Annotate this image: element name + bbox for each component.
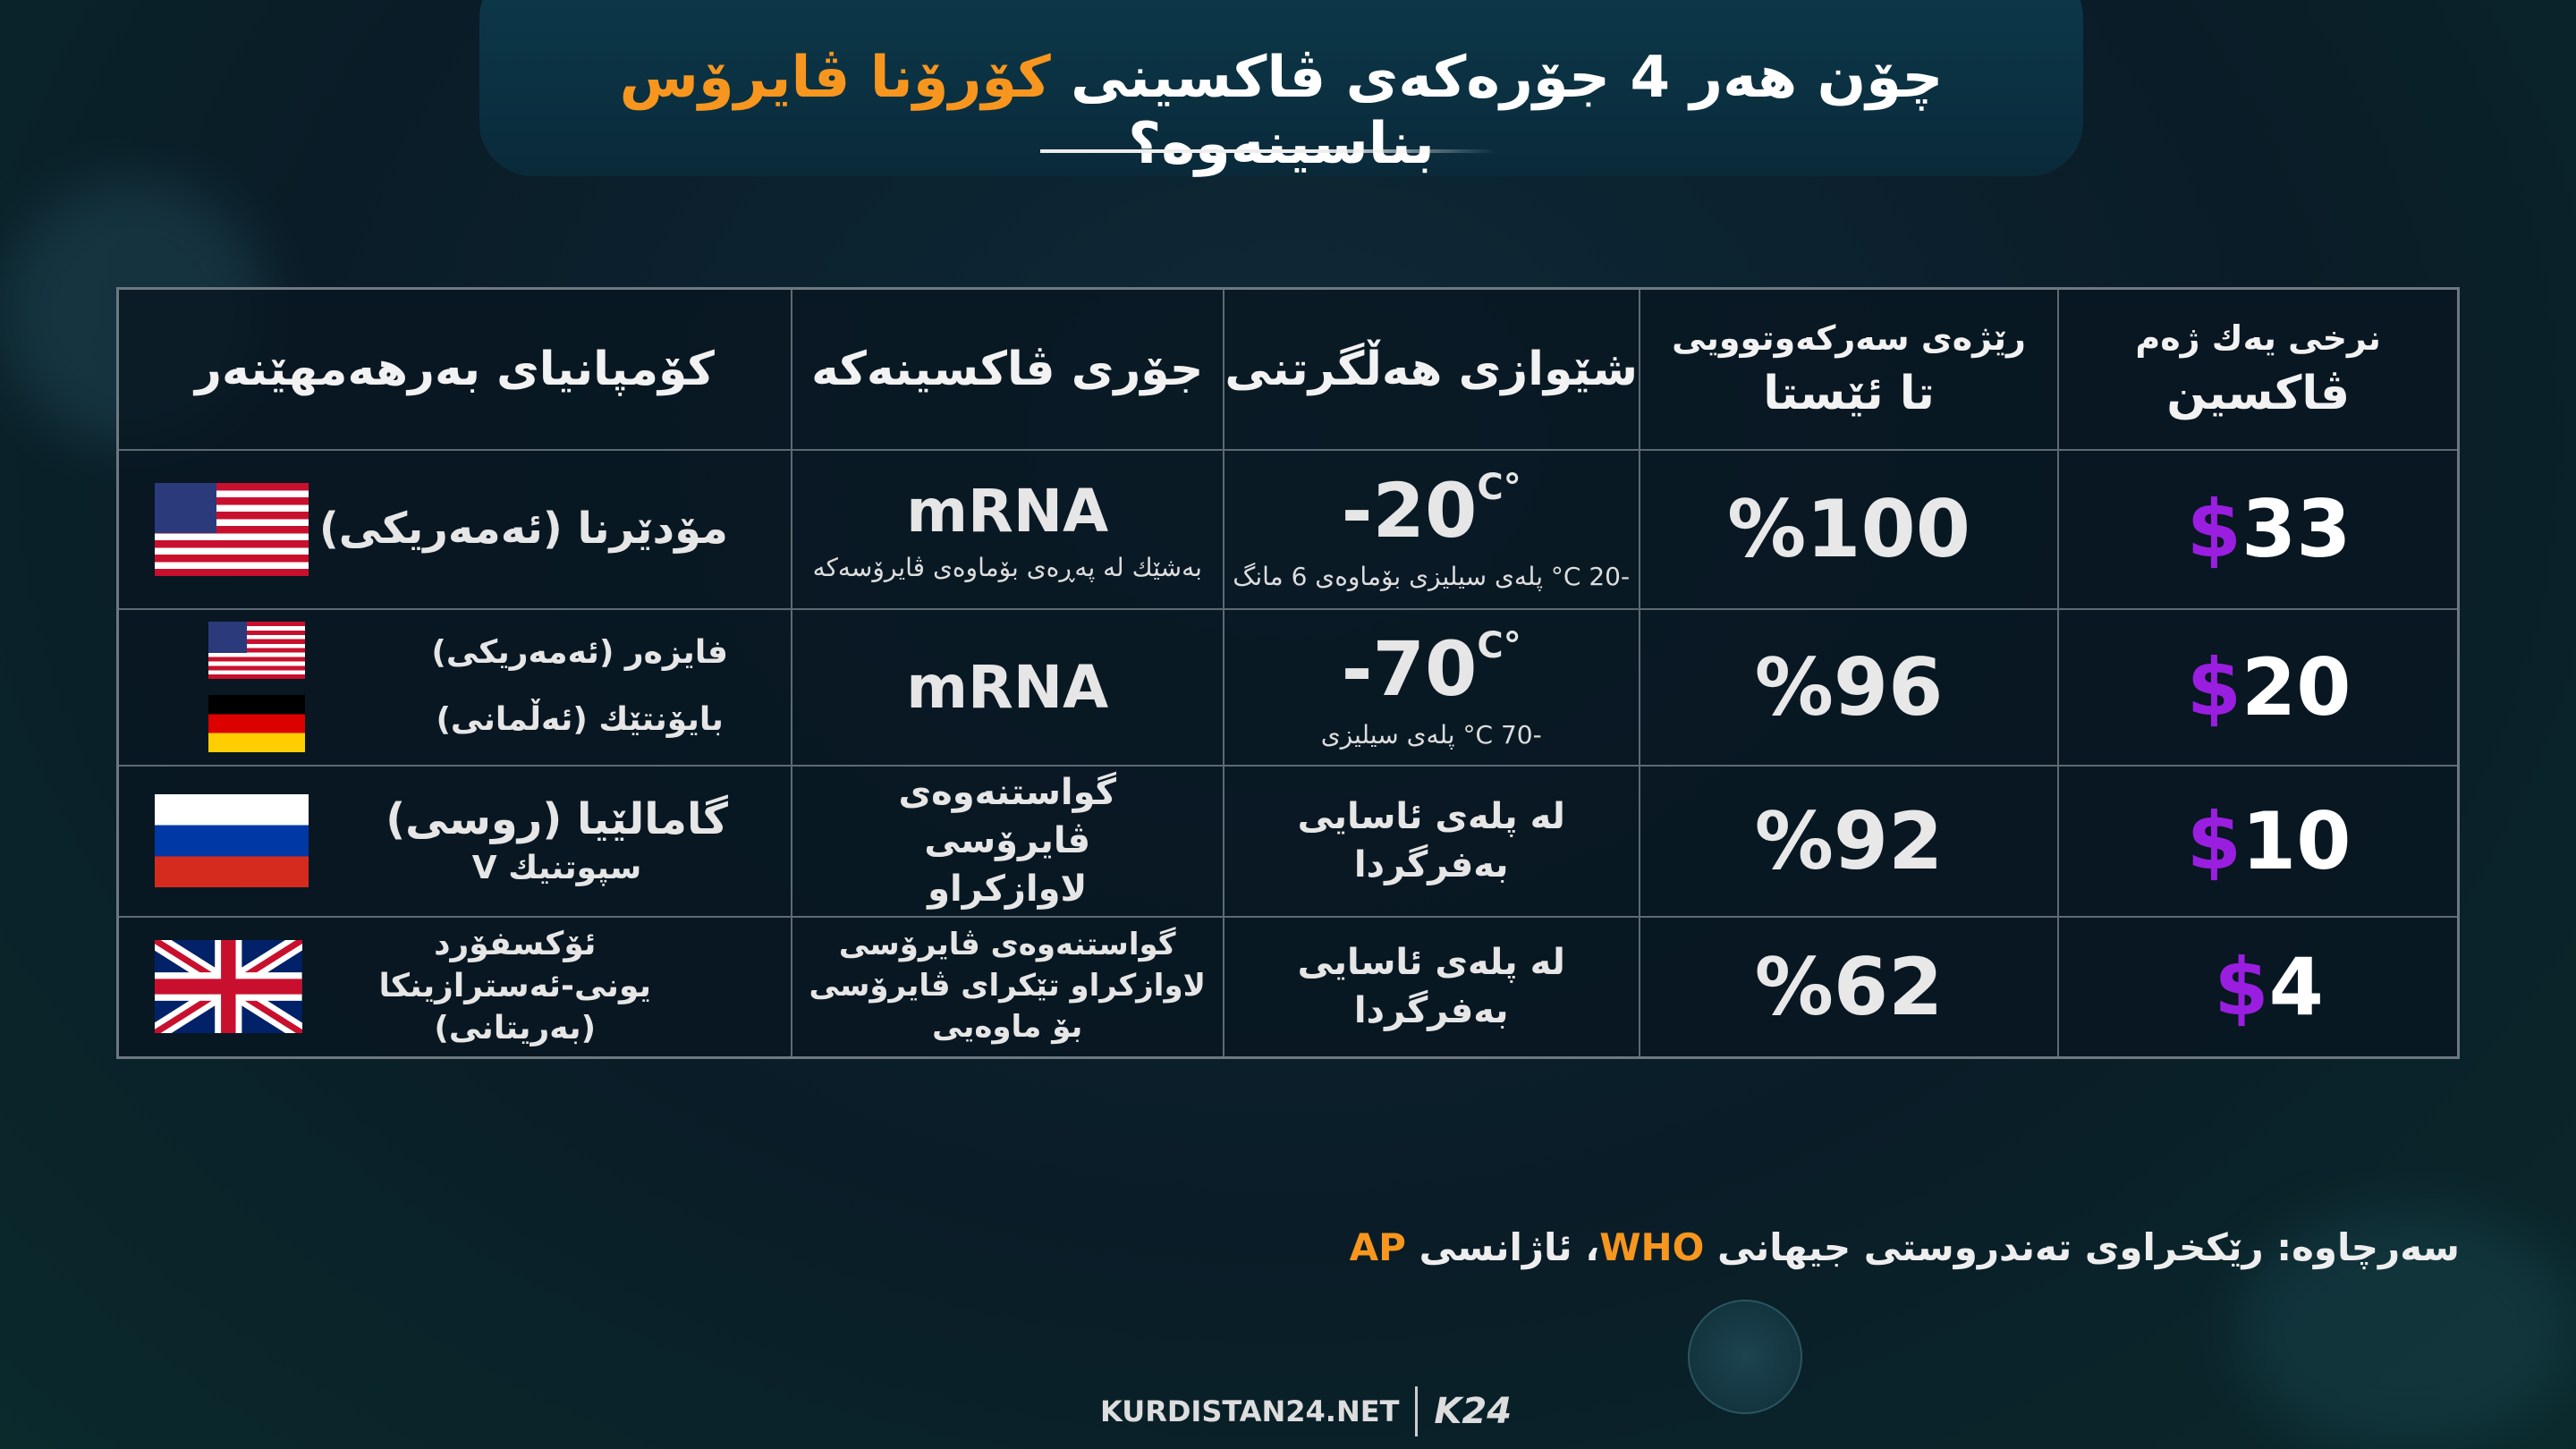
company-cell: گامالێیا (روسی) سپوتنیك V [116, 764, 792, 918]
title-text: چۆن هەر 4 جۆرەکەی ڤاکسینی [1050, 45, 1944, 111]
price-value: 20 [2241, 640, 2351, 733]
price-cell: $20 [2057, 607, 2460, 767]
vaccine-type: گواستنەوەی ڤایرۆسی لاوازکراو [790, 764, 1224, 918]
type-note: بەشێك لە پەڕەی بۆماوەی ڤایرۆسەکە [812, 552, 1202, 582]
russia-flag-icon [155, 794, 309, 887]
storage-unit: C° [1477, 624, 1521, 666]
success-rate: %96 [1638, 607, 2060, 767]
header-success-line1: رێژەی سەرکەوتوویی [1672, 318, 2026, 358]
vaccine-type: mRNA [906, 476, 1109, 546]
vaccine-type: گواستنەوەی ڤایرۆسی لاوازکراو تێکرای ڤایر… [790, 915, 1224, 1059]
storage-note: -20 C° پلەی سیلیزی بۆماوەی 6 مانگ [1233, 562, 1631, 591]
storage-temp: -20 [1341, 467, 1478, 555]
decorative-bubble [1688, 1300, 1802, 1414]
company-name: فایزەر (ئەمەریکی) [431, 634, 728, 672]
title-highlight: کۆرۆنا ڤایرۆس [619, 45, 1051, 111]
page-title: چۆن هەر 4 جۆرەکەی ڤاکسینی کۆرۆنا ڤایرۆس … [479, 45, 2083, 177]
price-cell: $33 [2057, 448, 2460, 610]
source-mid: ، ئاژانسی [1405, 1225, 1600, 1269]
dollar-icon: $ [2186, 640, 2241, 733]
k24-logo: K24 [1434, 1391, 1513, 1432]
source-who: WHO [1599, 1225, 1705, 1269]
header-company: کۆمپانیای بەرهەمهێنەر [116, 287, 792, 451]
table-row: $4 %62 لە پلەی ئاسایی بەفرگردا گواستنەوە… [116, 915, 2460, 1059]
header-type: جۆری ڤاکسینەکە [790, 287, 1224, 451]
company-cell: ئۆکسفۆرد یونی-ئەسترازینکا (بەریتانی) [116, 915, 792, 1059]
storage-note: -70 C° پلەی سیلیزی [1320, 719, 1542, 750]
uk-flag-icon [155, 940, 302, 1034]
table-row: $20 %96 -70C° -70 C° پلەی سیلیزی mRNA فای… [116, 607, 2460, 767]
background-glow [2236, 1208, 2576, 1449]
table-row: $33 %100 -20C° -20 C° پلەی سیلیزی بۆماوەی… [116, 448, 2460, 610]
header-success-line2: تا ئێستا [1763, 366, 1935, 420]
storage-temp: -70 [1341, 624, 1478, 713]
us-flag-icon [155, 482, 309, 576]
header-storage: شێوازی هەڵگرتنی [1222, 287, 1640, 451]
storage-cell: -70C° -70 C° پلەی سیلیزی [1222, 607, 1640, 767]
header-row: نرخی یەك ژەم ڤاکسین رێژەی سەرکەوتوویی تا ئ… [116, 287, 2460, 451]
title-text-end: بناسینەوە؟ [1128, 111, 1435, 177]
price-value: 10 [2241, 794, 2351, 887]
header-price-line1: نرخی یەك ژەم [2135, 318, 2381, 358]
type-cell: mRNA [790, 607, 1224, 767]
source-credit: سەرچاوە: رێکخراوی تەندروستی جیهانی WHO، … [1350, 1225, 2460, 1269]
header-price: نرخی یەك ژەم ڤاکسین [2057, 287, 2460, 451]
company-cell: مۆدێرنا (ئەمەریکی) [116, 448, 792, 610]
company-name: ئۆکسفۆرد [434, 926, 597, 963]
company-name: مۆدێرنا (ئەمەریکی) [318, 504, 728, 555]
storage-text: لە پلەی ئاسایی بەفرگردا [1222, 764, 1640, 918]
vaccine-type: mRNA [906, 652, 1109, 722]
storage-cell: -20C° -20 C° پلەی سیلیزی بۆماوەی 6 مانگ [1222, 448, 1640, 610]
type-cell: mRNA بەشێك لە پەڕەی بۆماوەی ڤایرۆسەکە [790, 448, 1224, 610]
header-success: رێژەی سەرکەوتوویی تا ئێستا [1638, 287, 2060, 451]
table-row: $10 %92 لە پلەی ئاسایی بەفرگردا گواستنەو… [116, 764, 2460, 918]
title-underline [1040, 149, 1496, 153]
success-rate: %100 [1638, 448, 2060, 610]
company-name: گامالێیا (روسی) [386, 794, 728, 845]
company-name: یونی-ئەسترازینکا (بەریتانی) [378, 967, 652, 1046]
dollar-icon: $ [2186, 483, 2241, 575]
success-rate: %62 [1638, 915, 2060, 1059]
price-value: 4 [2268, 940, 2324, 1033]
dollar-icon: $ [2186, 794, 2241, 887]
price-cell: $10 [2057, 764, 2460, 918]
germany-flag-icon [208, 695, 305, 752]
storage-unit: C° [1477, 467, 1521, 508]
site-name: KURDISTAN24.NET [1100, 1394, 1400, 1428]
dollar-icon: $ [2214, 940, 2269, 1033]
us-flag-icon [208, 622, 305, 679]
success-rate: %92 [1638, 764, 2060, 918]
price-cell: $4 [2057, 915, 2460, 1059]
footer: KURDISTAN24.NET K24 [1100, 1386, 1512, 1436]
source-ap: AP [1349, 1225, 1406, 1269]
header-price-line2: ڤاکسین [2166, 366, 2350, 420]
vaccine-table: نرخی یەك ژەم ڤاکسین رێژەی سەرکەوتوویی تا ئ… [116, 287, 2460, 1059]
company-subtitle: سپوتنیك V [471, 849, 642, 886]
storage-text: لە پلەی ئاسایی بەفرگردا [1222, 915, 1640, 1059]
price-value: 33 [2241, 483, 2351, 575]
title-panel [479, 0, 2083, 176]
company-name: بایۆنتێك (ئەڵمانی) [436, 701, 724, 738]
source-prefix: سەرچاوە: رێکخراوی تەندروستی جیهانی [1704, 1225, 2460, 1269]
company-cell: فایزەر (ئەمەریکی) بایۆنتێك (ئەڵمانی) [116, 607, 792, 767]
divider [1415, 1386, 1419, 1436]
